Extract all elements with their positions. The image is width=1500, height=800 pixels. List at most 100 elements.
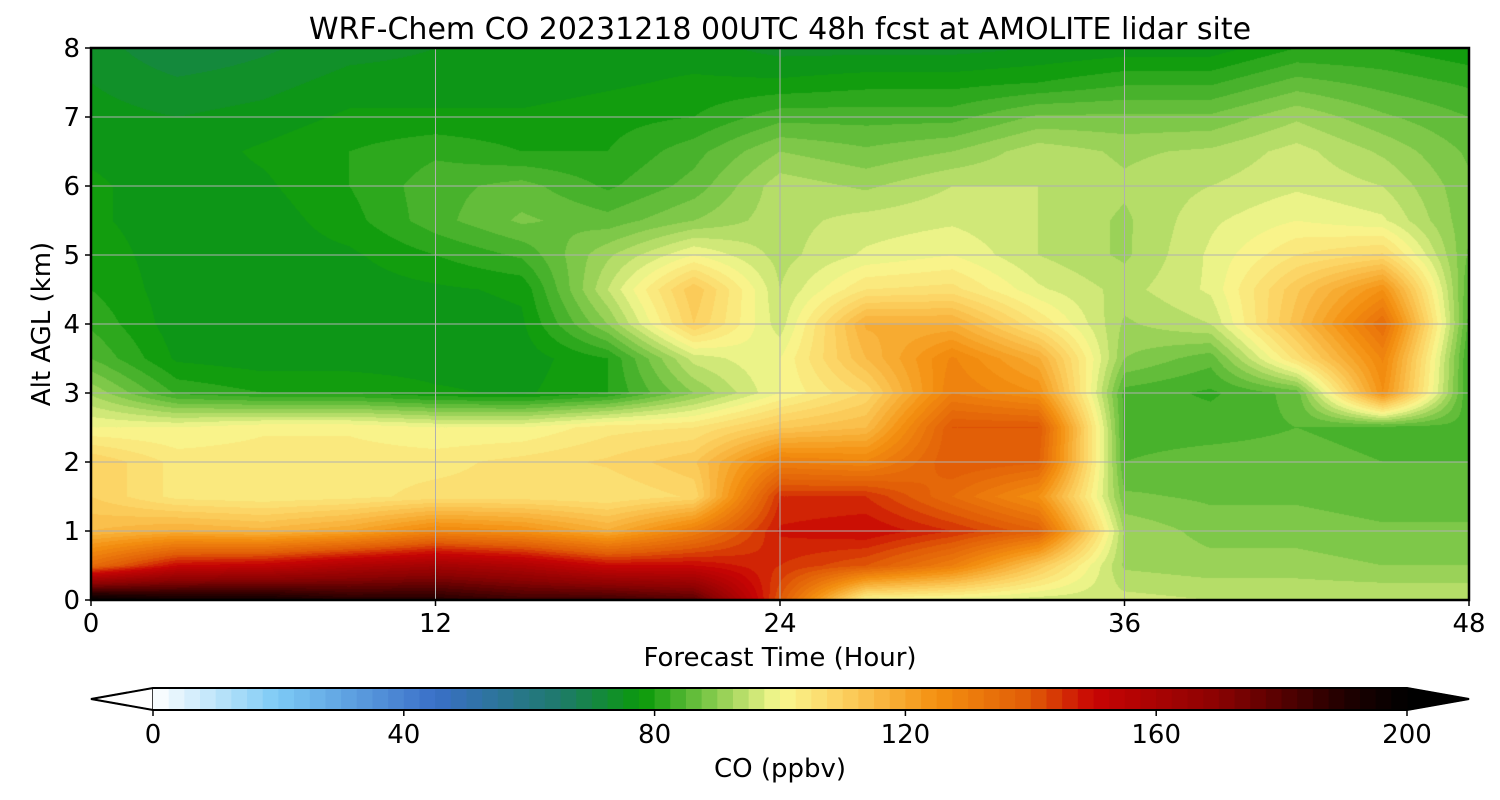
colorbar-swatch — [497, 688, 515, 710]
colorbar-swatch — [1062, 688, 1079, 710]
colorbar-swatch — [858, 688, 875, 710]
colorbar-swatch — [670, 688, 687, 710]
colorbar-swatch — [764, 688, 781, 710]
colorbar-swatch — [1030, 688, 1048, 710]
y-tick-label: 6 — [63, 172, 80, 202]
colorbar-swatch — [325, 688, 342, 710]
colorbar-swatch — [1124, 688, 1142, 710]
colorbar-swatch — [1250, 688, 1267, 710]
colorbar-tick-label: 200 — [1382, 720, 1432, 750]
y-tick-label: 4 — [63, 310, 80, 340]
colorbar-swatch — [780, 688, 797, 710]
colorbar-lower-extension — [90, 687, 154, 711]
colorbar-swatch — [842, 688, 859, 710]
colorbar-swatch — [1328, 688, 1345, 710]
colorbar-swatch — [1156, 688, 1173, 710]
y-tick-label: 0 — [63, 586, 80, 616]
x-tick-label: 12 — [419, 609, 452, 639]
colorbar-swatch — [936, 688, 954, 710]
colorbar-swatch — [717, 688, 734, 710]
colorbar-swatch — [905, 688, 922, 710]
x-axis-label: Forecast Time (Hour) — [643, 643, 916, 673]
colorbar-swatch — [153, 688, 170, 710]
colorbar-swatch — [1281, 688, 1298, 710]
colorbar-swatch — [419, 688, 436, 710]
colorbar-swatch — [1171, 688, 1189, 710]
chart-title: WRF-Chem CO 20231218 00UTC 48h fcst at A… — [309, 12, 1251, 47]
y-tick-label: 5 — [63, 241, 80, 271]
colorbar-swatch — [200, 688, 217, 710]
colorbar-swatch — [999, 688, 1016, 710]
colorbar-swatch — [1015, 688, 1032, 710]
colorbar-swatch — [215, 688, 232, 710]
colorbar-swatch — [278, 688, 295, 710]
colorbar-swatch — [466, 688, 483, 710]
colorbar-swatch — [1109, 688, 1126, 710]
colorbar-upper-extension — [1406, 687, 1470, 711]
colorbar-swatch — [1359, 688, 1377, 710]
colorbar-swatch — [184, 688, 201, 710]
colorbar-swatch — [247, 688, 264, 710]
colorbar-tick-label: 120 — [881, 720, 931, 750]
colorbar-tick-label: 80 — [638, 720, 671, 750]
colorbar-swatch — [294, 688, 311, 710]
colorbar-swatch — [1297, 688, 1314, 710]
y-tick-label: 2 — [63, 448, 80, 478]
colorbar-swatch — [795, 688, 812, 710]
colorbar-swatch — [435, 688, 452, 710]
y-tick-label: 8 — [63, 34, 80, 64]
colorbar-swatch — [748, 688, 765, 710]
colorbar-swatch — [1046, 688, 1063, 710]
colorbar-swatch — [403, 688, 421, 710]
colorbar-swatch — [623, 688, 640, 710]
y-axis: 0 1 2 3 4 5 6 7 8 — [63, 34, 91, 616]
colorbar-swatch — [701, 688, 718, 710]
colorbar-swatch — [968, 688, 985, 710]
y-tick-label: 7 — [63, 103, 80, 133]
colorbar-swatch — [309, 688, 327, 710]
colorbar-swatch — [591, 688, 609, 710]
colorbar-swatch — [529, 688, 546, 710]
colorbar-tick-label: 0 — [145, 720, 162, 750]
colorbar-swatch — [638, 688, 656, 710]
colorbar-ticks: 0 40 80 120 160 200 — [145, 710, 1432, 750]
colorbar: 0 40 80 120 160 200 — [90, 687, 1470, 750]
colorbar-swatch — [231, 688, 248, 710]
colorbar-swatch — [685, 688, 703, 710]
colorbar-swatches — [153, 688, 1408, 710]
colorbar-swatch — [1265, 688, 1283, 710]
colorbar-swatch — [889, 688, 906, 710]
colorbar-swatch — [1203, 688, 1220, 710]
colorbar-swatch — [1344, 688, 1361, 710]
colorbar-swatch — [921, 688, 938, 710]
colorbar-swatch — [1312, 688, 1330, 710]
colorbar-swatch — [262, 688, 279, 710]
colorbar-swatch — [827, 688, 844, 710]
colorbar-swatch — [983, 688, 1001, 710]
colorbar-label: CO (ppbv) — [714, 754, 846, 784]
colorbar-swatch — [168, 688, 185, 710]
y-tick-label: 1 — [63, 517, 80, 547]
colorbar-tick-label: 160 — [1131, 720, 1181, 750]
y-axis-label: Alt AGL (km) — [27, 242, 57, 406]
colorbar-swatch — [1375, 688, 1392, 710]
x-tick-label: 48 — [1452, 609, 1485, 639]
colorbar-swatch — [1187, 688, 1204, 710]
colorbar-swatch — [1093, 688, 1110, 710]
plot-area — [89, 46, 1471, 602]
colorbar-swatch — [811, 688, 828, 710]
colorbar-swatch — [576, 688, 593, 710]
colorbar-swatch — [1077, 688, 1095, 710]
colorbar-swatch — [1234, 688, 1251, 710]
colorbar-swatch — [388, 688, 405, 710]
colorbar-swatch — [560, 688, 577, 710]
colorbar-swatch — [341, 688, 358, 710]
colorbar-swatch — [356, 688, 374, 710]
grid-lines — [91, 48, 1469, 600]
colorbar-swatch — [654, 688, 671, 710]
colorbar-swatch — [372, 688, 389, 710]
colorbar-swatch — [952, 688, 969, 710]
colorbar-swatch — [544, 688, 562, 710]
colorbar-swatch — [874, 688, 891, 710]
